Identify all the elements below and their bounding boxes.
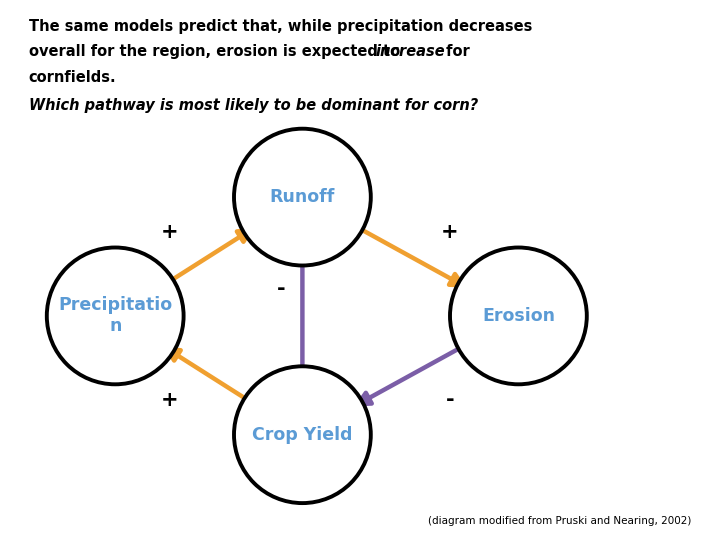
Text: (diagram modified from Pruski and Nearing, 2002): (diagram modified from Pruski and Nearin… xyxy=(428,516,691,526)
Text: for: for xyxy=(441,44,469,59)
Text: Runoff: Runoff xyxy=(270,188,335,206)
Text: -: - xyxy=(446,389,454,410)
Text: Crop Yield: Crop Yield xyxy=(252,426,353,444)
Text: cornfields.: cornfields. xyxy=(29,70,117,85)
Text: Erosion: Erosion xyxy=(482,307,555,325)
Text: Which pathway is most likely to be dominant for corn?: Which pathway is most likely to be domin… xyxy=(29,98,478,113)
Text: -: - xyxy=(276,279,285,299)
Ellipse shape xyxy=(234,129,371,266)
Ellipse shape xyxy=(234,366,371,503)
Ellipse shape xyxy=(450,247,587,384)
Text: +: + xyxy=(441,222,459,242)
Ellipse shape xyxy=(47,247,184,384)
Text: +: + xyxy=(161,389,178,410)
Text: overall for the region, erosion is expected to: overall for the region, erosion is expec… xyxy=(29,44,405,59)
Text: The same models predict that, while precipitation decreases: The same models predict that, while prec… xyxy=(29,19,532,34)
Text: +: + xyxy=(161,222,178,242)
Text: increase: increase xyxy=(376,44,446,59)
Text: Precipitatio
n: Precipitatio n xyxy=(58,296,172,335)
